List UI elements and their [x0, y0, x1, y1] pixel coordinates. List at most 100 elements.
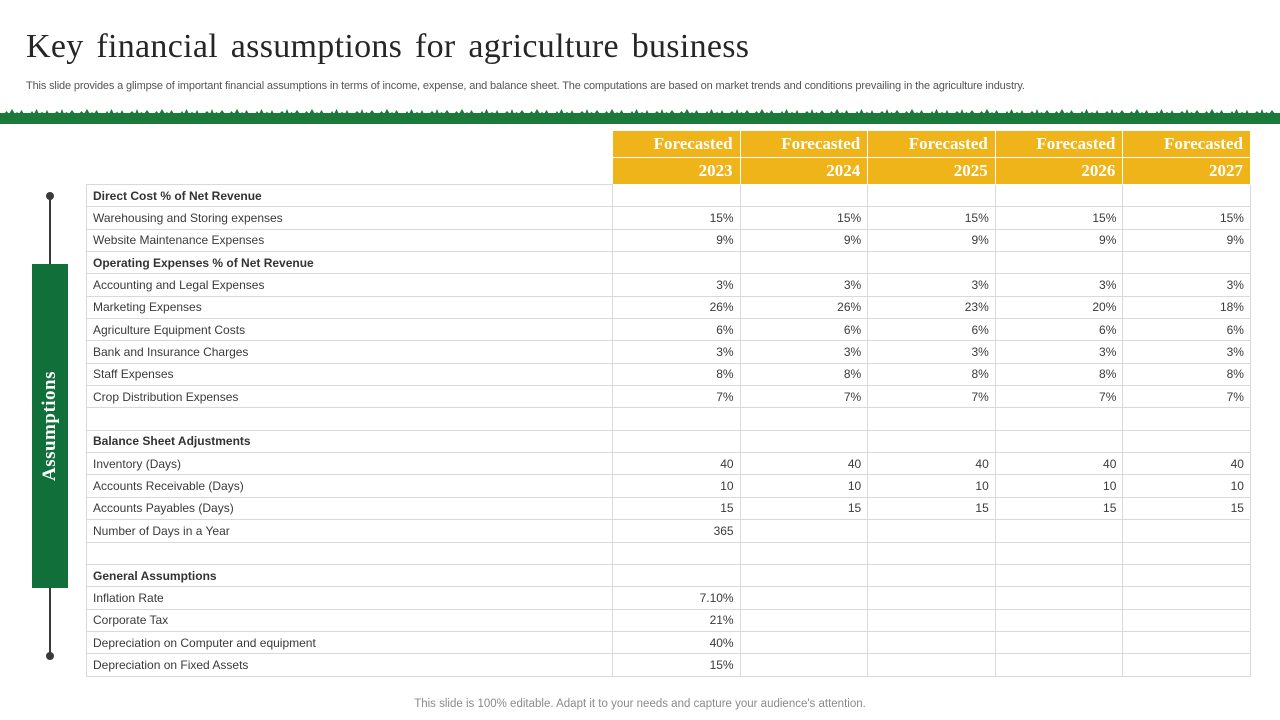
row-label: Staff Expenses: [86, 362, 613, 387]
table-row: Depreciation on Computer and equipment 40…: [86, 630, 1251, 655]
value-cell: 10: [612, 474, 741, 498]
value-cell: [994, 429, 1124, 454]
row-label: Accounts Payables (Days): [86, 496, 613, 521]
value-cell: 26%: [612, 295, 741, 320]
value-cell: [867, 519, 996, 543]
value-cell: [1122, 630, 1251, 655]
table-section-row: Balance Sheet Adjustments: [86, 429, 1251, 454]
value-cell: 3%: [1122, 340, 1251, 364]
value-cell: 7%: [867, 385, 996, 409]
value-cell: [867, 608, 996, 632]
value-cell: [994, 407, 1124, 431]
value-cell: [1122, 586, 1251, 610]
table-body: Direct Cost % of Net Revenue Warehousing …: [86, 183, 1251, 677]
column-header-forecasted: Forecasted: [612, 130, 741, 158]
value-cell: 15: [1122, 496, 1251, 521]
column-header-year: 2024: [739, 157, 869, 185]
table-row: Crop Distribution Expenses 7% 7% 7% 7% 7%: [86, 385, 1251, 409]
column-header-forecasted: Forecasted: [867, 130, 996, 158]
value-cell: [867, 653, 996, 677]
value-cell: [867, 183, 996, 208]
value-cell: 15%: [612, 653, 741, 677]
value-cell: 9%: [739, 228, 869, 253]
value-cell: 40%: [612, 630, 741, 655]
table-row: Warehousing and Storing expenses 15% 15% 15…: [86, 206, 1251, 230]
row-label: Agriculture Equipment Costs: [86, 318, 613, 342]
value-cell: [1122, 407, 1251, 431]
column-header-year: 2025: [867, 157, 996, 185]
table-row: Inventory (Days) 40 40 40 40 40: [86, 452, 1251, 476]
table-section-row: Operating Expenses % of Net Revenue: [86, 251, 1251, 275]
value-cell: 8%: [739, 362, 869, 387]
value-cell: [994, 586, 1124, 610]
value-cell: 9%: [867, 228, 996, 253]
value-cell: 10: [1122, 474, 1251, 498]
value-cell: [612, 407, 741, 431]
value-cell: 15%: [867, 206, 996, 230]
value-cell: 6%: [994, 318, 1124, 342]
value-cell: [994, 630, 1124, 655]
table-section-row: General Assumptions: [86, 563, 1251, 588]
value-cell: [1122, 183, 1251, 208]
value-cell: 10: [867, 474, 996, 498]
value-cell: [867, 563, 996, 588]
value-cell: 9%: [994, 228, 1124, 253]
value-cell: [994, 183, 1124, 208]
value-cell: 7%: [994, 385, 1124, 409]
table-row: Corporate Tax 21%: [86, 608, 1251, 632]
page-title: Key financial assumptions for agricultur…: [26, 28, 750, 65]
value-cell: 15: [612, 496, 741, 521]
value-cell: [1122, 251, 1251, 275]
value-cell: 21%: [612, 608, 741, 632]
row-label: [86, 541, 613, 565]
value-cell: 3%: [1122, 273, 1251, 297]
value-cell: [867, 630, 996, 655]
column-header-year: 2026: [994, 157, 1124, 185]
table-row: Accounts Receivable (Days) 10 10 10 10 10: [86, 474, 1251, 498]
value-cell: 9%: [612, 228, 741, 253]
value-cell: 365: [612, 519, 741, 543]
value-cell: [1122, 653, 1251, 677]
value-cell: 10: [994, 474, 1124, 498]
value-cell: [739, 653, 869, 677]
value-cell: 15%: [1122, 206, 1251, 230]
value-cell: 18%: [1122, 295, 1251, 320]
value-cell: [867, 541, 996, 565]
section-heading: Balance Sheet Adjustments: [86, 429, 613, 454]
value-cell: [612, 183, 741, 208]
value-cell: [739, 563, 869, 588]
value-cell: 3%: [994, 273, 1124, 297]
value-cell: [867, 429, 996, 454]
value-cell: 15: [994, 496, 1124, 521]
assumptions-label: Assumptions: [39, 370, 61, 482]
table-row: Staff Expenses 8% 8% 8% 8% 8%: [86, 362, 1251, 387]
value-cell: [994, 251, 1124, 275]
value-cell: [994, 653, 1124, 677]
value-cell: 9%: [1122, 228, 1251, 253]
table-row: Website Maintenance Expenses 9% 9% 9% 9% 9%: [86, 228, 1251, 253]
value-cell: 15%: [612, 206, 741, 230]
value-cell: [994, 541, 1124, 565]
value-cell: 10: [739, 474, 869, 498]
value-cell: [739, 407, 869, 431]
value-cell: 7.10%: [612, 586, 741, 610]
value-cell: [739, 183, 869, 208]
footer-note: This slide is 100% editable. Adapt it to…: [414, 698, 866, 710]
table-row: Bank and Insurance Charges 3% 3% 3% 3% 3%: [86, 340, 1251, 364]
value-cell: 8%: [867, 362, 996, 387]
value-cell: 8%: [612, 362, 741, 387]
value-cell: 6%: [612, 318, 741, 342]
value-cell: 40: [867, 452, 996, 476]
value-cell: [1122, 519, 1251, 543]
section-heading: Direct Cost % of Net Revenue: [86, 183, 613, 208]
assumptions-side-label: Assumptions: [32, 264, 68, 588]
header-row-forecasted: Forecasted Forecasted Forecasted Forecas…: [86, 130, 1251, 185]
table-row: Accounting and Legal Expenses 3% 3% 3% 3% 3%: [86, 273, 1251, 297]
value-cell: 3%: [612, 340, 741, 364]
value-cell: [739, 630, 869, 655]
value-cell: 7%: [739, 385, 869, 409]
header-row-year: 2023 2024 2025 2026 2027: [87, 157, 1251, 185]
value-cell: [739, 586, 869, 610]
value-cell: [1122, 563, 1251, 588]
value-cell: 6%: [867, 318, 996, 342]
